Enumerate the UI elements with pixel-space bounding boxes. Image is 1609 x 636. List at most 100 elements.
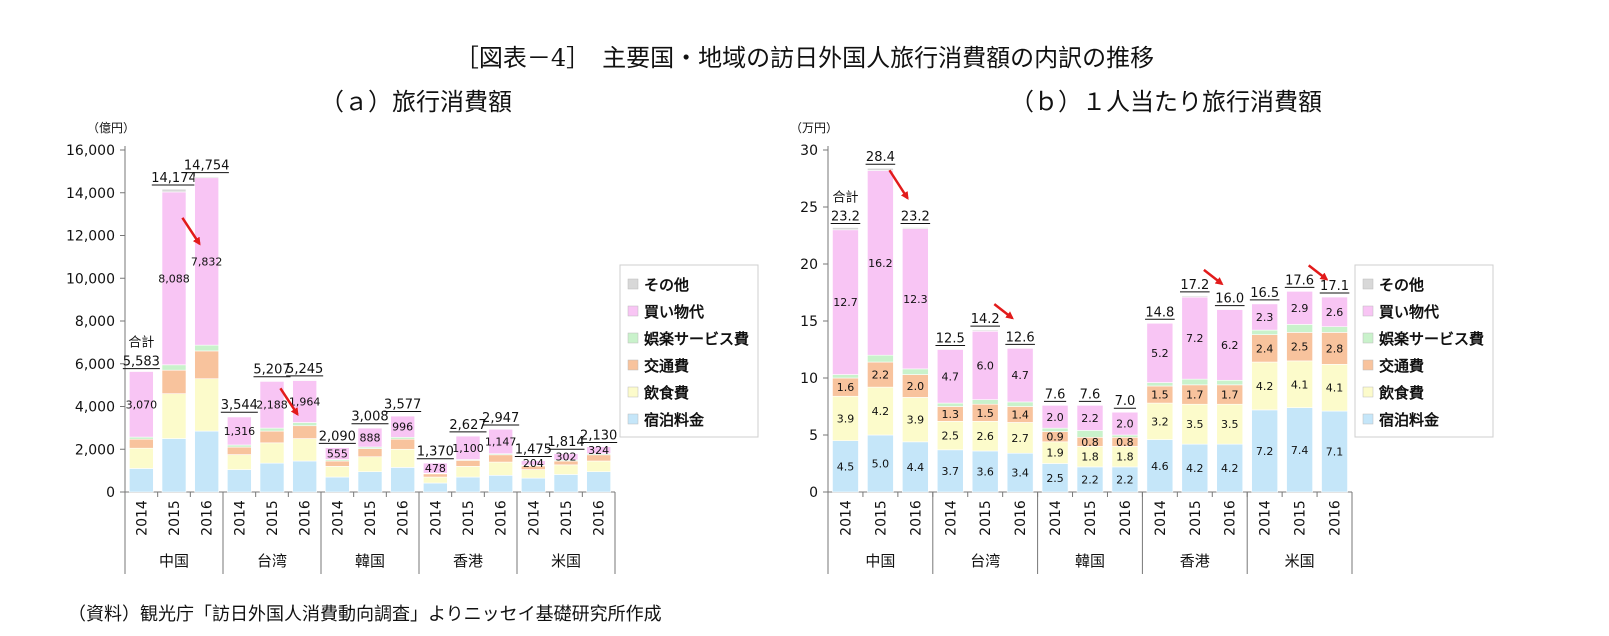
segment-value-label: 3.5 (1221, 418, 1239, 431)
legend-label: 宿泊料金 (1379, 411, 1440, 429)
y-tick-label: 12,000 (66, 229, 115, 245)
total-label: 23.2 (901, 210, 930, 225)
bar-segment-2 (1251, 334, 1278, 363)
bar-segment-3 (1181, 378, 1209, 386)
y-tick-label: 5 (809, 428, 818, 444)
bar-segment-1 (1006, 422, 1034, 454)
legend-swatch (627, 413, 639, 425)
segment-value-label: 1.4 (1011, 408, 1029, 421)
legend-label: その他 (1379, 276, 1424, 294)
segment-value-label: 4.1 (1291, 378, 1309, 391)
segment-value-label: 2.6 (976, 430, 994, 443)
segment-value-label: 1.9 (1046, 447, 1064, 460)
bar-segment-1 (902, 397, 929, 443)
legend-swatch (627, 332, 639, 344)
segment-value-label: 3.9 (837, 412, 855, 425)
segment-value-label: 4.7 (942, 370, 960, 383)
year-label: 2015 (873, 500, 889, 536)
segment-value-label: 5.2 (1151, 347, 1169, 360)
total-label: 14.2 (971, 312, 1000, 327)
total-label: 28.4 (866, 150, 895, 165)
bar-segment-4 (227, 416, 252, 446)
y-tick-label: 20 (800, 257, 818, 273)
group-label: 台湾 (257, 552, 287, 570)
bar-segment-3 (1146, 382, 1174, 387)
bar-segment-4 (1216, 309, 1244, 381)
bar-segment-5 (971, 329, 999, 332)
segment-value-label: 1.8 (1081, 451, 1099, 464)
bar-segment-3 (1216, 379, 1244, 386)
bar-segment-1 (936, 421, 964, 451)
legend-label: 娯楽サービス費 (1379, 330, 1484, 348)
year-label: 2016 (908, 500, 924, 536)
shopping-value-label: 8,088 (158, 272, 190, 285)
total-label: 1,370 (417, 445, 454, 460)
bar-segment-0 (971, 450, 999, 493)
bar-segment-1 (194, 378, 219, 432)
segment-value-label: 16.2 (868, 257, 893, 270)
legend-swatch (627, 359, 639, 371)
legend-label: 交通費 (644, 357, 689, 375)
bar-segment-0 (1146, 439, 1174, 493)
segment-value-label: 7.1 (1326, 446, 1344, 459)
segment-value-label: 3.6 (976, 465, 994, 478)
shopping-value-label: 996 (392, 421, 413, 434)
year-label: 2014 (1048, 500, 1064, 536)
total-label: 12.5 (936, 332, 965, 347)
bar-segment-3 (936, 402, 964, 407)
shopping-value-label: 555 (327, 448, 348, 461)
segment-value-label: 6.0 (976, 359, 994, 372)
total-label: 7.0 (1115, 394, 1136, 409)
bar-segment-4 (1041, 405, 1069, 429)
shopping-value-label: 7,832 (191, 255, 223, 268)
bar-segment-5 (832, 227, 859, 231)
bar-segment-4 (1181, 296, 1209, 380)
y-tick-label: 6,000 (75, 357, 115, 373)
segment-value-label: 2.2 (1081, 412, 1099, 425)
chart-a: （億円） 0 2,000 4,000 6,000 8,000 10,000 12,000 14,… (66, 121, 759, 574)
source-note: （資料）観光庁「訪日外国人消費動向調査」よりニッセイ基礎研究所作成 (68, 604, 662, 625)
total-label: 5,245 (286, 362, 323, 377)
bar-segment-4 (1286, 291, 1313, 325)
bar-segment-4 (1146, 322, 1174, 383)
year-label: 2015 (1293, 500, 1309, 536)
year-label: 2015 (1083, 500, 1099, 536)
bar-segment-0 (1006, 452, 1034, 493)
chart-b: （万円） 0 5 10 15 20 25 30 中国 台湾 韓国 香港 米国 4.5 3.9 1.6 12.7 2… (790, 121, 1494, 574)
segment-value-label: 4.2 (1221, 462, 1239, 475)
bar-segment-1 (1181, 403, 1209, 445)
year-label: 2016 (298, 500, 314, 536)
bar-segment-2 (1286, 332, 1313, 362)
segment-value-label: 2.6 (1326, 306, 1344, 319)
segment-value-label: 2.2 (872, 369, 890, 382)
bar-segment-4 (971, 330, 999, 400)
year-label: 2015 (461, 500, 477, 536)
bar-segment-1 (971, 421, 999, 452)
segment-value-label: 1.5 (976, 407, 994, 420)
shopping-value-label: 2,188 (256, 399, 288, 412)
shopping-value-label: 478 (425, 462, 446, 475)
legend-swatch (1362, 278, 1374, 290)
unit-label: （万円） (790, 121, 838, 135)
bar-segment-2 (194, 350, 219, 380)
segment-value-label: 1.5 (1151, 389, 1169, 402)
bar-segment-4 (1251, 303, 1278, 331)
bar-segment-3 (1006, 401, 1034, 407)
total-label: 2,947 (482, 411, 519, 426)
bar-segment-3 (971, 399, 999, 405)
bar-segment-4 (1321, 296, 1348, 327)
segment-value-label: 2.0 (1116, 418, 1134, 431)
bar-segment-0 (1041, 463, 1069, 493)
total-label: 17.6 (1285, 273, 1314, 288)
legend-swatch (627, 386, 639, 398)
y-tick-label: 0 (809, 485, 818, 501)
shopping-value-label: 3,070 (126, 398, 158, 411)
figure-title: ［図表－4］ 主要国・地域の訪日外国人旅行消費額の内訳の推移 (454, 44, 1155, 72)
total-label: 17.1 (1320, 279, 1349, 294)
segment-value-label: 4.6 (1151, 460, 1169, 473)
segment-value-label: 4.2 (1186, 462, 1204, 475)
bar-segment-3 (1251, 329, 1278, 335)
y-tick-label: 10,000 (66, 271, 115, 287)
total-label: 14,174 (151, 171, 197, 186)
bar-segment-0 (161, 438, 187, 493)
